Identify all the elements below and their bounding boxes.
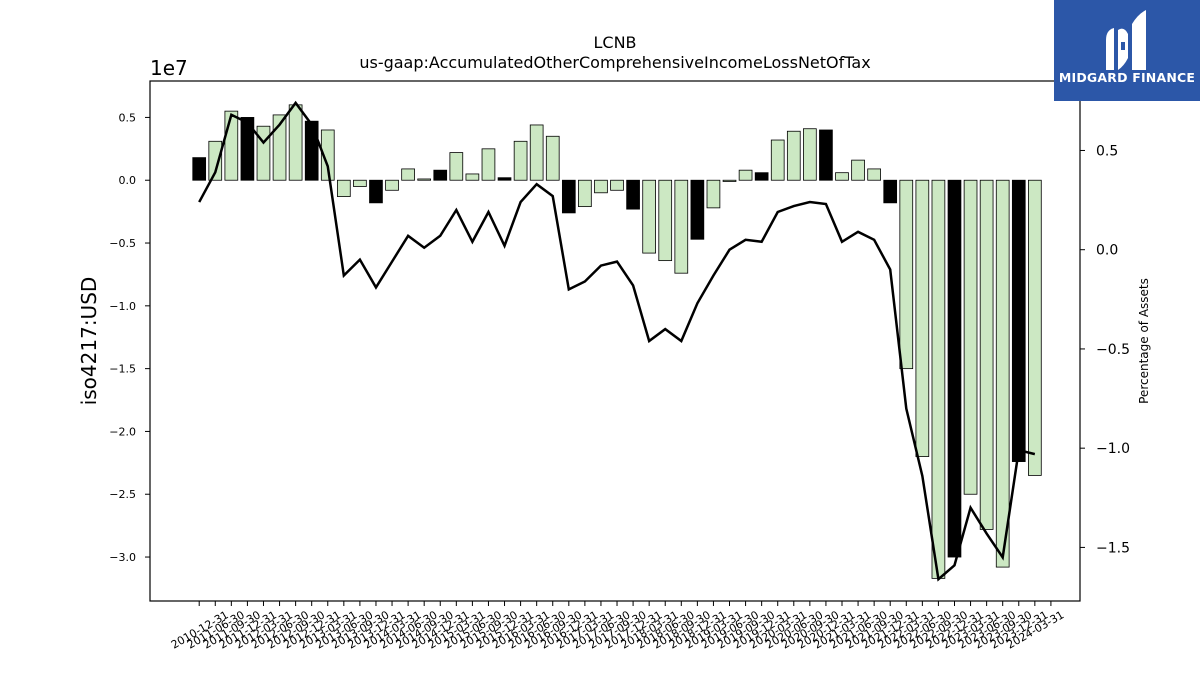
bar xyxy=(369,179,383,204)
y-tick-label: −0.5 xyxy=(109,237,136,250)
bar xyxy=(545,135,560,181)
y-axis-label: iso4217:USD xyxy=(77,277,101,406)
bar xyxy=(304,120,319,181)
bar xyxy=(256,125,271,181)
bar xyxy=(417,178,432,181)
bar xyxy=(706,179,721,209)
bar xyxy=(979,179,994,530)
chart-subtitle: us-gaap:AccumulatedOtherComprehensiveInc… xyxy=(359,53,870,72)
bar xyxy=(722,179,737,182)
bar xyxy=(754,172,769,181)
bar xyxy=(353,179,367,187)
y2-tick-label: −1.5 xyxy=(1096,540,1130,556)
right-axis: 0.5 0.0 −0.5 −1.0 −1.5 xyxy=(1080,143,1130,556)
bar xyxy=(947,179,962,558)
bar xyxy=(642,179,656,254)
bar xyxy=(320,129,335,181)
y2-tick-label: −0.5 xyxy=(1096,342,1130,358)
y-tick-label: −2.0 xyxy=(109,425,136,438)
y2-tick-label: −1.0 xyxy=(1096,441,1130,457)
bar xyxy=(803,128,817,181)
bar xyxy=(851,159,865,181)
y-tick-label: −1.0 xyxy=(109,300,136,313)
bar xyxy=(529,124,544,181)
bars-layer xyxy=(192,104,1042,579)
bar xyxy=(401,168,415,181)
bar xyxy=(995,179,1010,568)
bar xyxy=(1011,179,1026,462)
bar xyxy=(208,140,223,181)
bar xyxy=(465,173,480,181)
percent-of-assets-line xyxy=(198,100,1036,582)
bar xyxy=(288,104,303,181)
bar xyxy=(610,179,624,191)
brand-name: MIDGARD FINANCE xyxy=(1059,70,1195,85)
plot-frame xyxy=(149,80,1081,602)
y-tick-label: 0.0 xyxy=(119,174,137,187)
bar xyxy=(481,148,496,181)
bar xyxy=(658,179,673,262)
bar xyxy=(899,179,914,370)
bar xyxy=(770,139,785,181)
bar xyxy=(738,169,753,181)
bar xyxy=(674,179,689,274)
bar xyxy=(561,179,576,214)
bar xyxy=(385,179,399,191)
y2-tick-label: 0.0 xyxy=(1096,243,1118,259)
y-tick-label: 0.5 xyxy=(119,111,137,124)
bar xyxy=(963,179,978,495)
bar xyxy=(835,172,849,181)
brand-mark-icon xyxy=(1106,10,1146,71)
bar xyxy=(433,169,448,181)
brand-logo: MIDGARD FINANCE xyxy=(1054,0,1200,101)
bar xyxy=(594,179,608,194)
bar xyxy=(578,179,592,208)
y-tick-label: −1.5 xyxy=(109,363,136,376)
y2-axis-label: Percentage of Assets xyxy=(1137,278,1151,404)
bar xyxy=(626,179,640,210)
x-axis: 2010-12-312011-06-302011-09-302011-12-31… xyxy=(169,601,1066,652)
y-offset-text: 1e7 xyxy=(150,56,188,80)
bar xyxy=(449,152,464,181)
y-tick-label: −2.5 xyxy=(109,488,136,501)
bar xyxy=(240,117,255,181)
y2-tick-label: 0.5 xyxy=(1096,143,1118,159)
bar xyxy=(883,179,898,204)
bar xyxy=(786,130,801,181)
bar xyxy=(192,157,207,181)
bar xyxy=(931,179,946,579)
chart-title: LCNB xyxy=(593,33,636,52)
y-tick-label: −3.0 xyxy=(109,551,136,564)
bar xyxy=(1028,179,1042,476)
bar xyxy=(513,140,528,181)
bar xyxy=(867,168,881,181)
bar xyxy=(497,177,512,181)
bar xyxy=(819,129,833,181)
bar xyxy=(915,179,930,457)
bar xyxy=(336,179,351,197)
bar xyxy=(224,110,239,181)
bar xyxy=(272,114,287,181)
left-axis: 0.5 0.0 −0.5 −1.0 −1.5 −2.0 −2.5 −3.0 xyxy=(109,111,150,564)
bar xyxy=(690,179,705,240)
